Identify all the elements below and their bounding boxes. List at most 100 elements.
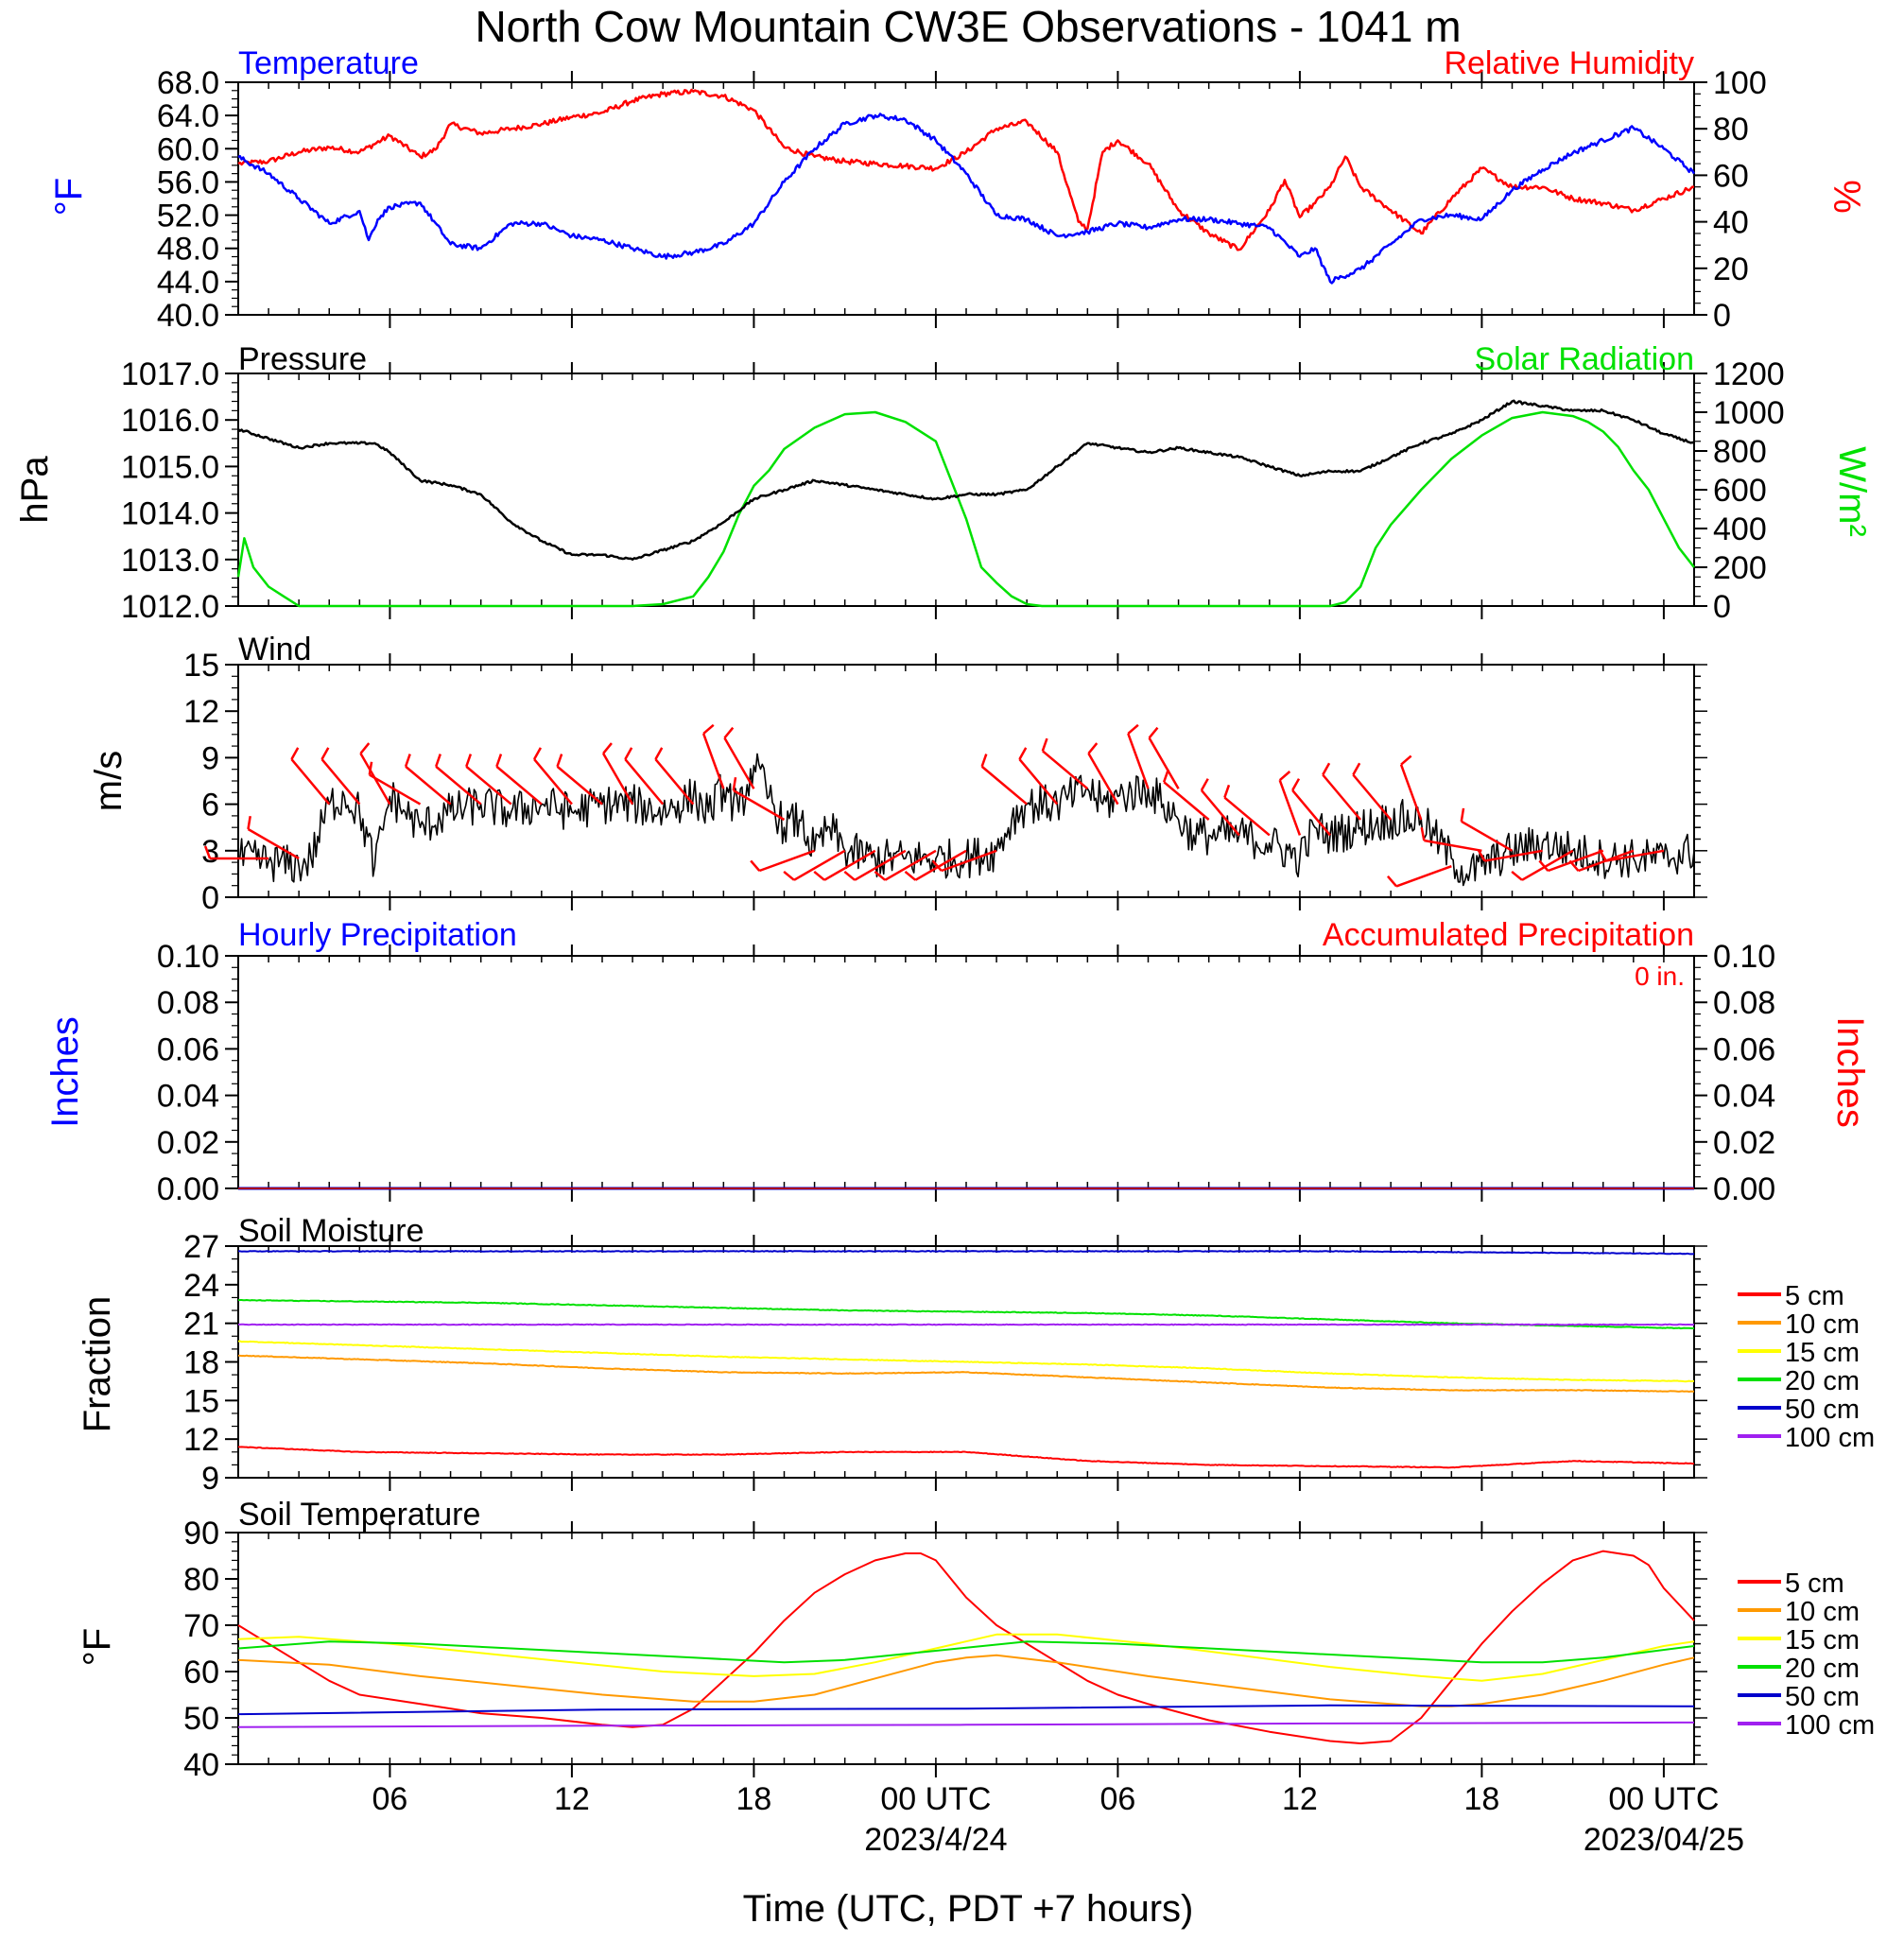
rh-tick-label: 40 bbox=[1713, 205, 1749, 241]
wind-barb bbox=[884, 849, 937, 881]
wind-panel: 0 3 6 9 12 15 bbox=[183, 648, 1707, 916]
soil-moisture-legend-label: 100 cm bbox=[1785, 1423, 1875, 1453]
soil-temp-5cm-line bbox=[237, 1550, 1695, 1744]
precip-frame bbox=[237, 955, 1695, 1189]
wind-barb bbox=[1395, 865, 1452, 888]
time-tick-label: 06 bbox=[372, 1781, 408, 1817]
soil-temp-10cm-line bbox=[237, 1654, 1695, 1707]
soil-temp-100cm-line bbox=[237, 1721, 1695, 1728]
pressure-title: Pressure bbox=[238, 341, 367, 377]
pressure-frame bbox=[237, 373, 1695, 607]
soil-moisture-tick-label: 21 bbox=[183, 1307, 219, 1343]
wind-barb bbox=[405, 765, 452, 806]
temp-tick-label: 60.0 bbox=[157, 131, 219, 167]
wind-tick-label: 6 bbox=[201, 788, 219, 823]
precip-right-tick-label: 0.00 bbox=[1713, 1171, 1775, 1207]
soil-temp-tick-label: 80 bbox=[183, 1562, 219, 1598]
wind-barb bbox=[1087, 753, 1119, 806]
wind-barb bbox=[980, 765, 1028, 806]
soil-moisture-100cm-line bbox=[237, 1323, 1695, 1326]
soil-moisture-tick-label: 18 bbox=[183, 1345, 219, 1381]
solar-radiation-line bbox=[236, 410, 1695, 608]
soil-moisture-tick-label: 9 bbox=[201, 1461, 219, 1497]
temp-tick-label: 48.0 bbox=[157, 232, 219, 268]
wind-barb bbox=[624, 758, 665, 806]
temperature-title: Temperature bbox=[238, 45, 419, 81]
humidity-title: Relative Humidity bbox=[1444, 45, 1694, 81]
temp-tick-label: 68.0 bbox=[157, 65, 219, 101]
precip-left-tick-label: 0.00 bbox=[157, 1171, 219, 1207]
soil-moisture-tick-label: 24 bbox=[183, 1268, 219, 1304]
solar-tick-label: 1000 bbox=[1713, 395, 1785, 431]
temp-tick-label: 52.0 bbox=[157, 199, 219, 234]
rh-tick-label: 0 bbox=[1713, 298, 1731, 334]
wind-barb bbox=[556, 765, 603, 806]
wind-barb bbox=[495, 765, 543, 806]
wind-barb bbox=[1163, 781, 1210, 821]
soil-temp-legend-label: 50 cm bbox=[1785, 1682, 1860, 1712]
wind-barb bbox=[1322, 773, 1362, 821]
precip-right-tick-label: 0.06 bbox=[1713, 1031, 1775, 1067]
wind-barb bbox=[1148, 737, 1180, 789]
pressure-tick-label: 1014.0 bbox=[121, 496, 219, 532]
soil-temp-15cm-line bbox=[237, 1633, 1695, 1682]
soil-moisture-50cm-line bbox=[238, 1250, 1695, 1256]
soil-temp-tick-label: 70 bbox=[183, 1608, 219, 1644]
soil-temp-unit-label: °F bbox=[77, 1628, 118, 1666]
pressure-tick-label: 1015.0 bbox=[121, 449, 219, 485]
accum-precip-title: Accumulated Precipitation bbox=[1323, 917, 1694, 953]
pressure-tick-label: 1017.0 bbox=[121, 356, 219, 392]
temp-tick-label: 64.0 bbox=[157, 98, 219, 134]
temperature-line bbox=[237, 113, 1696, 285]
wind-barb bbox=[1484, 849, 1543, 862]
wind-barb bbox=[1223, 796, 1271, 837]
wind-barb bbox=[465, 765, 512, 806]
time-tick-label: 12 bbox=[1282, 1781, 1318, 1817]
pressure-tick-label: 1012.0 bbox=[121, 589, 219, 625]
precip-right-tick-label: 0.08 bbox=[1713, 985, 1775, 1021]
soil-moisture-legend-label: 5 cm bbox=[1785, 1281, 1844, 1311]
time-tick-label: 18 bbox=[736, 1781, 772, 1817]
soil-moisture-tick-label: 15 bbox=[183, 1383, 219, 1419]
rh-tick-label: 60 bbox=[1713, 158, 1749, 194]
wind-barb bbox=[533, 758, 573, 806]
temperature-humidity-panel: 40.044.048.052.056.060.064.068.0 0 20 40 60 8… bbox=[157, 65, 1767, 334]
solar-title: Solar Radiation bbox=[1475, 341, 1694, 377]
wind-barb bbox=[1605, 849, 1665, 862]
soil-temp-legend-label: 5 cm bbox=[1785, 1568, 1844, 1599]
wind-barb bbox=[247, 827, 300, 860]
solar-tick-label: 0 bbox=[1713, 589, 1731, 625]
precipitation-panel: 0.00 0.02 0.04 0.06 0.08 0.10 0.00 0.02 0.04 0.06… bbox=[157, 939, 1775, 1207]
wind-barb bbox=[1278, 779, 1302, 836]
time-axis: 06 12 18 00 UTC 06 12 18 00 UTC 2023/4/24 2023/04… bbox=[372, 1781, 1744, 1858]
wind-tick-label: 3 bbox=[201, 834, 219, 870]
soil-temp-legend-label: 10 cm bbox=[1785, 1597, 1860, 1627]
temp-tick-label: 40.0 bbox=[157, 298, 219, 334]
precip-left-tick-label: 0.04 bbox=[157, 1079, 219, 1115]
pressure-solar-panel: 1012.0 1013.0 1014.0 1015.0 1016.0 1017.0 0200… bbox=[121, 356, 1785, 625]
wind-barb bbox=[1461, 820, 1514, 852]
solar-tick-label: 800 bbox=[1713, 434, 1767, 470]
time-tick-label: 00 UTC bbox=[1608, 1781, 1719, 1817]
accum-precip-value: 0 in. bbox=[1635, 962, 1685, 991]
wind-barb bbox=[602, 753, 634, 806]
wind-barb bbox=[1200, 789, 1240, 837]
precip-left-tick-label: 0.02 bbox=[157, 1125, 219, 1161]
precip-left-tick-label: 0.08 bbox=[157, 985, 219, 1021]
temp-unit-label: °F bbox=[48, 178, 90, 216]
wind-barb bbox=[435, 765, 482, 806]
temp-tick-label: 44.0 bbox=[157, 265, 219, 301]
wind-barb bbox=[1352, 773, 1393, 821]
wind-barb bbox=[1291, 789, 1331, 837]
wind-speed-line bbox=[237, 753, 1695, 887]
wind-barb bbox=[1424, 839, 1482, 853]
date-label: 2023/04/25 bbox=[1584, 1822, 1744, 1858]
wind-barb bbox=[723, 737, 755, 789]
time-tick-label: 12 bbox=[554, 1781, 590, 1817]
wind-barb bbox=[1521, 849, 1574, 881]
precip-right-tick-label: 0.02 bbox=[1713, 1125, 1775, 1161]
precip-left-tick-label: 0.10 bbox=[157, 939, 219, 975]
wind-tick-label: 0 bbox=[201, 880, 219, 916]
wind-barb bbox=[1127, 733, 1150, 789]
